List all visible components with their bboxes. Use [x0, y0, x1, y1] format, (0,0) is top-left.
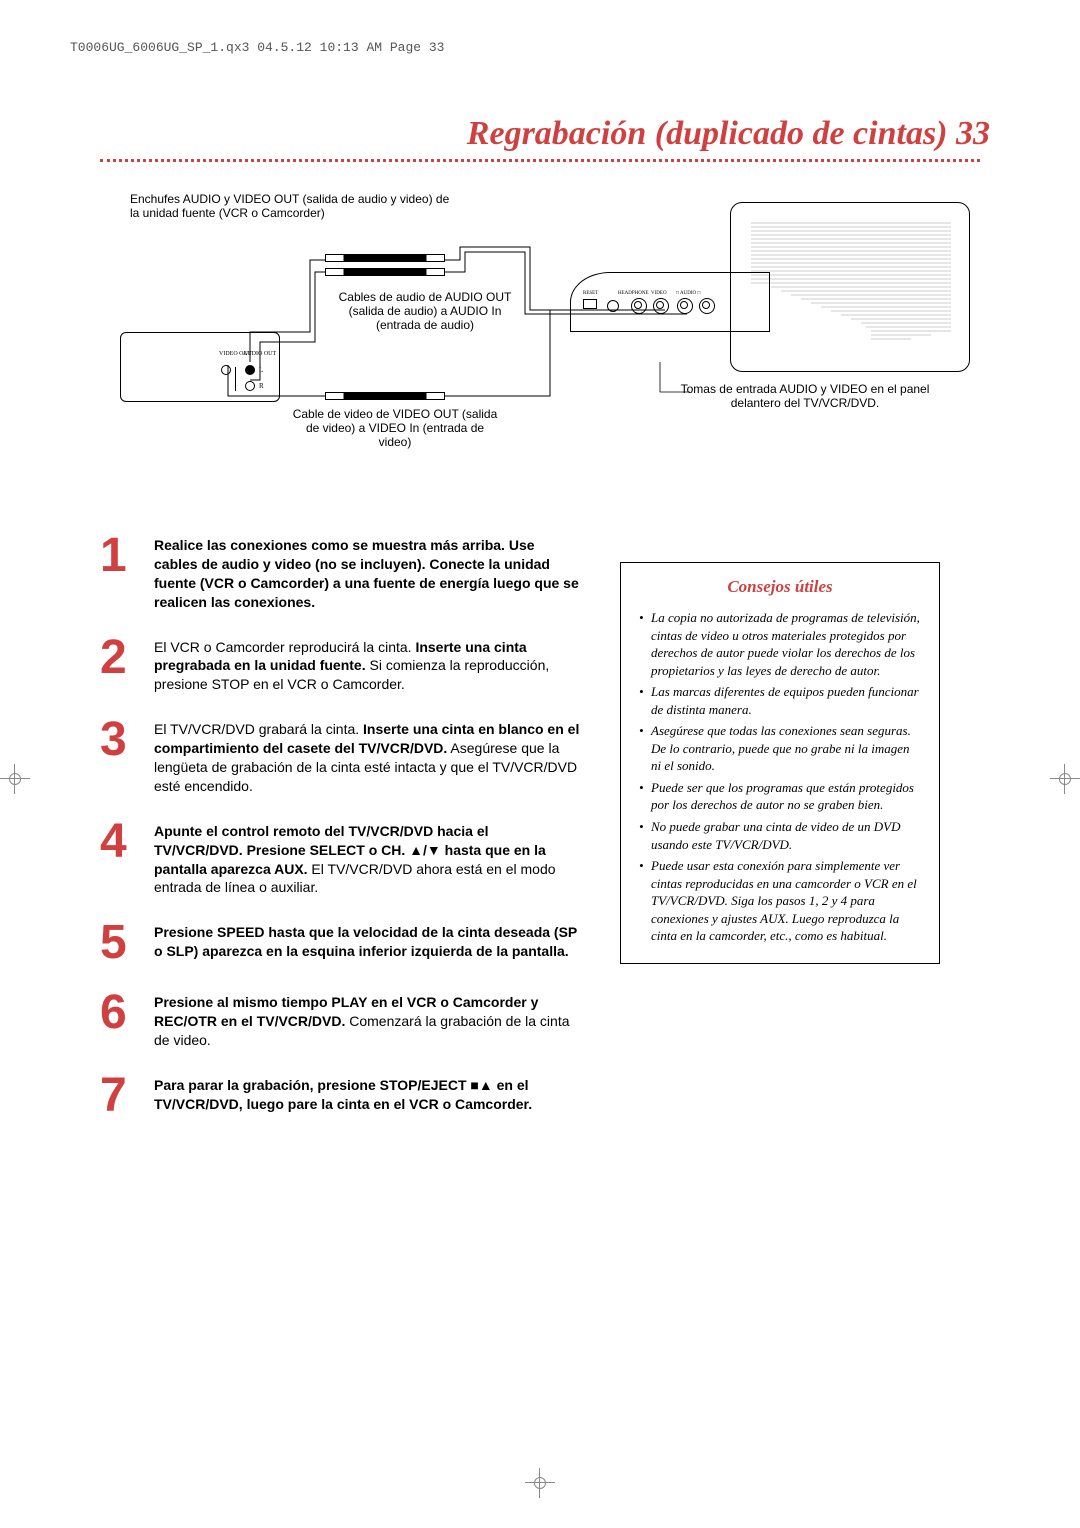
- step-text: Presione SPEED hasta que la velocidad de…: [154, 919, 580, 967]
- step-number: 1: [100, 532, 136, 612]
- step-number: 5: [100, 919, 136, 967]
- tip-item: No puede grabar una cinta de video de un…: [639, 818, 921, 853]
- headphone-label: HEADPHONE: [618, 291, 649, 296]
- source-vcr-box: VIDEO OUT AUDIO OUT L R: [120, 332, 280, 402]
- step-1: 1Realice las conexiones como se muestra …: [100, 532, 580, 612]
- tip-item: Las marcas diferentes de equipos pueden …: [639, 683, 921, 718]
- step-text: El TV/VCR/DVD grabará la cinta. Inserte …: [154, 716, 580, 796]
- page-title: Regrabación (duplicado de cintas) 33: [100, 115, 990, 153]
- audio-in-l-jack: [677, 298, 693, 314]
- print-header: T0006UG_6006UG_SP_1.qx3 04.5.12 10:13 AM…: [70, 40, 980, 55]
- step-number: 2: [100, 634, 136, 695]
- reset-label: RESET: [583, 291, 598, 296]
- audio-in-r-jack: [699, 298, 715, 314]
- step-text: Apunte el control remoto del TV/VCR/DVD …: [154, 818, 580, 898]
- r-label: R: [259, 382, 264, 390]
- step-4: 4Apunte el control remoto del TV/VCR/DVD…: [100, 818, 580, 898]
- audio-cable-1: [325, 254, 445, 262]
- audio-cable-2: [325, 268, 445, 276]
- step-5: 5 Presione SPEED hasta que la velocidad d…: [100, 919, 580, 967]
- audio-out-l-jack: [245, 365, 255, 375]
- title-divider: [100, 159, 980, 162]
- tips-box: Consejos útiles La copia no autorizada d…: [620, 562, 940, 964]
- content-columns: 1Realice las conexiones como se muestra …: [100, 532, 980, 1142]
- tip-item: Puede ser que los programas que están pr…: [639, 779, 921, 814]
- video-in-label: VIDEO: [651, 291, 667, 296]
- tip-item: Puede usar esta conexión para simplement…: [639, 857, 921, 945]
- step-text: El VCR o Camcorder reproducirá la cinta.…: [154, 634, 580, 695]
- reg-mark-left: [0, 764, 30, 794]
- video-cable: [325, 392, 445, 400]
- jack-divider: [235, 367, 236, 391]
- step-number: 3: [100, 716, 136, 796]
- tv-front-panel: RESET HEADPHONE VIDEO □ AUDIO □: [570, 272, 770, 332]
- step-text: Presione al mismo tiempo PLAY en el VCR …: [154, 989, 580, 1050]
- step-number: 4: [100, 818, 136, 898]
- tips-list: La copia no autorizada de programas de t…: [639, 609, 921, 945]
- l-label: L: [259, 366, 263, 374]
- steps-column: 1Realice las conexiones como se muestra …: [100, 532, 580, 1142]
- reg-mark-right: [1050, 764, 1080, 794]
- reg-mark-bottom: [525, 1468, 555, 1498]
- video-out-jack: [221, 365, 231, 375]
- tips-title: Consejos útiles: [639, 577, 921, 597]
- step-text: Para parar la grabación, presione STOP/E…: [154, 1072, 580, 1120]
- video-cable-label: Cable de video de VIDEO OUT (salida de v…: [290, 407, 500, 449]
- step-3: 3El TV/VCR/DVD grabará la cinta. Inserte…: [100, 716, 580, 796]
- tip-item: La copia no autorizada de programas de t…: [639, 609, 921, 679]
- audio-out-r-jack: [245, 381, 255, 391]
- connection-diagram: Enchufes AUDIO y VIDEO OUT (salida de au…: [100, 202, 980, 492]
- video-in-jack-2: [653, 298, 669, 314]
- step-6: 6 Presione al mismo tiempo PLAY en el VCR…: [100, 989, 580, 1050]
- step-7: 7 Para parar la grabación, presione STOP/…: [100, 1072, 580, 1120]
- tv-panel-label: Tomas de entrada AUDIO y VIDEO en el pan…: [660, 382, 950, 410]
- audio-cable-label: Cables de audio de AUDIO OUT (salida de …: [325, 290, 525, 332]
- audio-out-label: AUDIO OUT: [243, 351, 276, 357]
- video-in-jack: [631, 298, 647, 314]
- headphone-jack: [607, 300, 619, 312]
- step-number: 6: [100, 989, 136, 1050]
- step-number: 7: [100, 1072, 136, 1120]
- tip-item: Asegúrese que todas las conexiones sean …: [639, 722, 921, 775]
- reset-button: [583, 299, 597, 309]
- step-text: Realice las conexiones como se muestra m…: [154, 532, 580, 612]
- source-jacks-label: Enchufes AUDIO y VIDEO OUT (salida de au…: [130, 192, 460, 220]
- step-2: 2 El VCR o Camcorder reproducirá la cinta…: [100, 634, 580, 695]
- audio-in-label: □ AUDIO □: [676, 291, 700, 296]
